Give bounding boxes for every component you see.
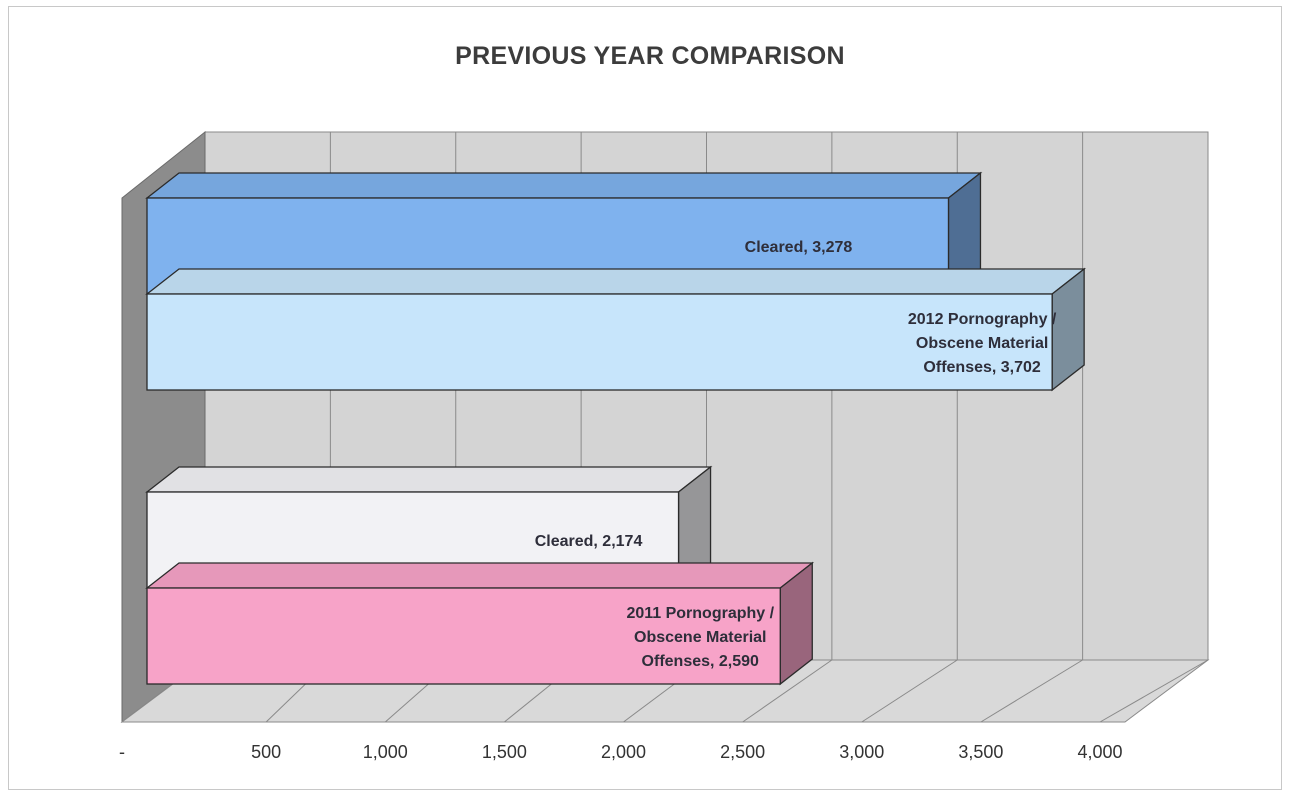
x-tick-label: 2,500 [720, 742, 765, 762]
bar-top-face [145, 466, 713, 493]
bar [146, 293, 1053, 391]
bar-label: Cleared, 3,278 [745, 239, 853, 256]
bar-top-face [145, 172, 983, 199]
bar-label: 2011 Pornography / Obscene Material Offens… [626, 605, 774, 670]
bar-label-line: Obscene Material [916, 335, 1049, 352]
x-tick-label: 500 [251, 742, 281, 762]
floor-gridline [861, 659, 958, 723]
bar-label-line: Cleared, 3,278 [745, 239, 853, 256]
floor-gridline [980, 659, 1083, 723]
bar-label-line: Offenses, 3,702 [923, 359, 1041, 376]
chart-bars: Cleared, 3,278 2012 Pornography / Obscene … [145, 171, 1087, 686]
bar-top-face [145, 268, 1087, 295]
floor-gridline [742, 659, 833, 723]
bar-label-line: Cleared, 2,174 [535, 533, 643, 550]
x-tick-label: 3,500 [958, 742, 1003, 762]
x-tick-label: 2,000 [601, 742, 646, 762]
chart-title: PREVIOUS YEAR COMPARISON [455, 42, 845, 70]
x-axis-ticks: - 500 1,000 1,500 2,000 2,500 3,000 3,500 4,000 [119, 742, 1123, 762]
x-tick-label: 3,000 [839, 742, 884, 762]
bar-top-face [145, 562, 815, 589]
x-tick-label: - [119, 742, 125, 762]
bar [146, 587, 781, 685]
bar-label-line: 2011 Pornography / [626, 605, 774, 622]
bar-label: 2012 Pornography / Obscene Material Offens… [908, 311, 1057, 376]
x-tick-label: 1,500 [482, 742, 527, 762]
bar-label-line: Offenses, 2,590 [642, 653, 760, 670]
bar-label-line: Obscene Material [634, 629, 767, 646]
x-tick-label: 4,000 [1077, 742, 1122, 762]
floor-gridline [1099, 659, 1209, 723]
bar-label: Cleared, 2,174 [535, 533, 643, 550]
x-tick-label: 1,000 [363, 742, 408, 762]
bar-label-line: 2012 Pornography / [908, 311, 1057, 328]
